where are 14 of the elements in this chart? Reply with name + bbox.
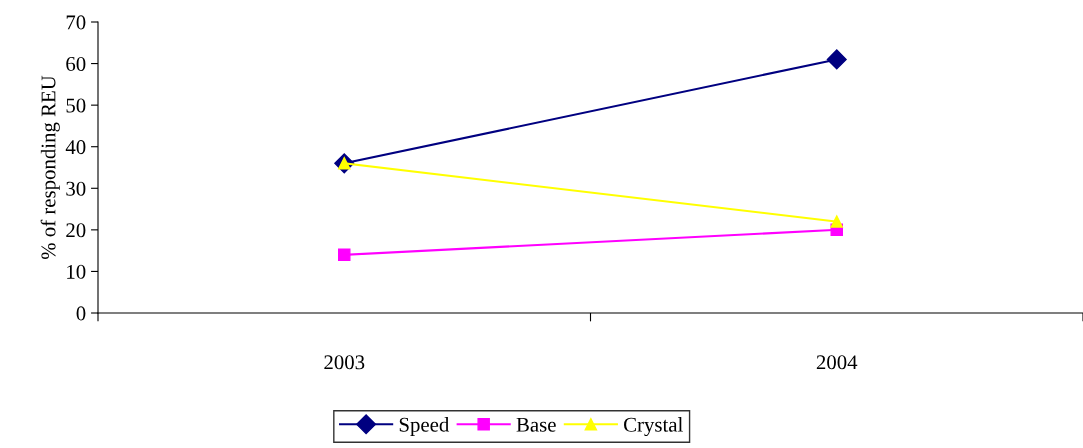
y-tick-label: 10 <box>67 264 86 279</box>
x-tick-label: 2003 <box>324 355 365 370</box>
y-tick-label: 30 <box>66 181 86 196</box>
legend-label: Speed <box>399 417 450 436</box>
y-tick-label: 20 <box>66 223 86 238</box>
y-tick-label: 0 <box>76 306 86 321</box>
legend-label: Crystal <box>624 417 683 437</box>
y-tick-label: 60 <box>66 56 86 71</box>
y-tick-label: 50 <box>66 98 86 113</box>
x-tick-label: 2004 <box>816 355 858 370</box>
legend-label: Base <box>516 417 556 432</box>
y-axis-title: % of responding REU <box>40 75 60 260</box>
y-tick-label: 70 <box>66 15 86 30</box>
y-tick-label: 40 <box>65 140 86 155</box>
